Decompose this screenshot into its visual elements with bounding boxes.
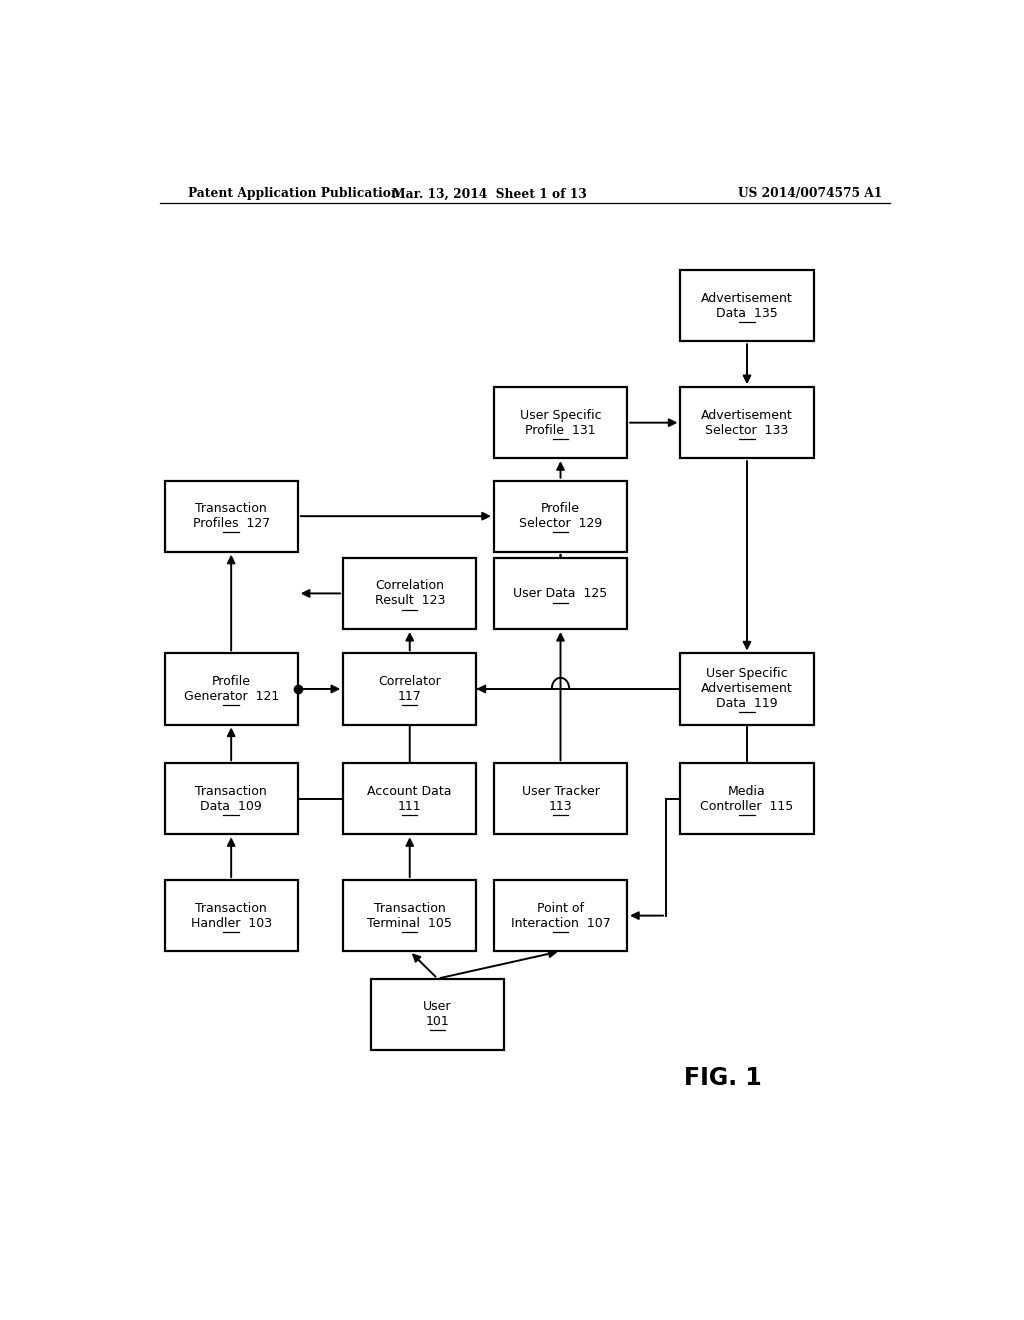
Text: User Data  125: User Data 125 (513, 587, 607, 599)
Bar (680, 763, 814, 834)
Text: Mar. 13, 2014  Sheet 1 of 13: Mar. 13, 2014 Sheet 1 of 13 (392, 187, 587, 201)
Bar (494, 880, 627, 952)
Bar (494, 387, 627, 458)
Text: User Specific
Profile  131: User Specific Profile 131 (520, 409, 601, 437)
Text: Media
Controller  115: Media Controller 115 (700, 784, 794, 813)
Bar (343, 763, 476, 834)
Text: User Specific
Advertisement
Data  119: User Specific Advertisement Data 119 (701, 668, 793, 710)
Text: User Tracker
113: User Tracker 113 (521, 784, 599, 813)
Bar (343, 558, 476, 630)
Text: Transaction
Terminal  105: Transaction Terminal 105 (368, 902, 453, 929)
Text: Advertisement
Selector  133: Advertisement Selector 133 (701, 409, 793, 437)
Text: Transaction
Data  109: Transaction Data 109 (196, 784, 267, 813)
Text: Profile
Selector  129: Profile Selector 129 (519, 502, 602, 531)
Bar (680, 387, 814, 458)
Text: Transaction
Handler  103: Transaction Handler 103 (190, 902, 271, 929)
Bar (494, 480, 627, 552)
Text: User
101: User 101 (423, 1001, 452, 1028)
Bar (371, 978, 504, 1049)
Bar (494, 558, 627, 630)
Bar (165, 653, 298, 725)
Text: Profile
Generator  121: Profile Generator 121 (183, 675, 279, 704)
Text: Patent Application Publication: Patent Application Publication (187, 187, 399, 201)
Bar (680, 271, 814, 342)
Text: Point of
Interaction  107: Point of Interaction 107 (511, 902, 610, 929)
Bar (165, 880, 298, 952)
Text: Advertisement
Data  135: Advertisement Data 135 (701, 292, 793, 319)
Bar (165, 763, 298, 834)
Bar (165, 480, 298, 552)
Text: US 2014/0074575 A1: US 2014/0074575 A1 (737, 187, 882, 201)
Bar (343, 653, 476, 725)
Bar (494, 763, 627, 834)
Bar (343, 880, 476, 952)
Text: FIG. 1: FIG. 1 (684, 1067, 761, 1090)
Text: Correlation
Result  123: Correlation Result 123 (375, 579, 444, 607)
Text: Account Data
111: Account Data 111 (368, 784, 452, 813)
Text: Correlator
117: Correlator 117 (378, 675, 441, 704)
Bar (680, 653, 814, 725)
Text: Transaction
Profiles  127: Transaction Profiles 127 (193, 502, 269, 531)
